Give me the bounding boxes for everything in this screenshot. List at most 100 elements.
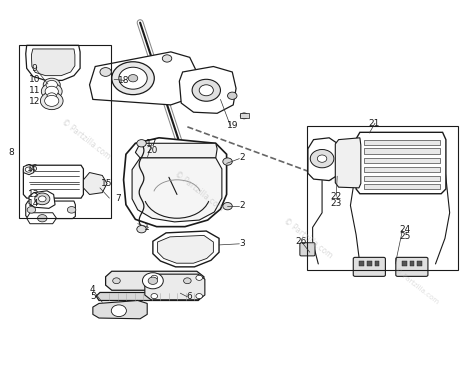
Text: 23: 23 bbox=[330, 199, 342, 208]
Circle shape bbox=[35, 193, 50, 205]
Circle shape bbox=[137, 139, 146, 147]
Polygon shape bbox=[23, 165, 83, 198]
Circle shape bbox=[44, 91, 59, 102]
Circle shape bbox=[128, 75, 138, 82]
Polygon shape bbox=[26, 201, 75, 219]
Bar bbox=[367, 261, 372, 266]
Polygon shape bbox=[27, 213, 56, 224]
Circle shape bbox=[45, 86, 58, 97]
Text: 22: 22 bbox=[331, 192, 342, 201]
Text: 21: 21 bbox=[368, 119, 380, 128]
Bar bbox=[374, 261, 379, 266]
Circle shape bbox=[192, 79, 220, 101]
Polygon shape bbox=[157, 235, 213, 263]
Text: 25: 25 bbox=[399, 232, 410, 241]
Text: 16: 16 bbox=[27, 164, 38, 173]
Text: 10: 10 bbox=[29, 75, 40, 84]
Bar bbox=[364, 148, 440, 153]
Polygon shape bbox=[31, 49, 75, 76]
FancyBboxPatch shape bbox=[300, 243, 315, 256]
Text: 8: 8 bbox=[8, 148, 14, 157]
Text: 4: 4 bbox=[90, 285, 96, 294]
Polygon shape bbox=[308, 138, 337, 181]
Circle shape bbox=[40, 92, 63, 110]
Circle shape bbox=[38, 196, 46, 202]
Polygon shape bbox=[153, 231, 219, 267]
Circle shape bbox=[67, 207, 76, 213]
Polygon shape bbox=[335, 138, 361, 188]
Bar bbox=[364, 139, 440, 145]
Bar bbox=[417, 261, 422, 266]
Circle shape bbox=[143, 273, 163, 289]
Circle shape bbox=[183, 278, 191, 284]
Bar bbox=[240, 113, 249, 119]
Text: 18: 18 bbox=[118, 76, 129, 85]
Text: 15: 15 bbox=[101, 179, 113, 188]
Circle shape bbox=[228, 92, 237, 99]
Text: 11: 11 bbox=[29, 86, 40, 95]
Circle shape bbox=[310, 149, 334, 168]
FancyBboxPatch shape bbox=[353, 257, 385, 276]
Bar bbox=[364, 167, 440, 172]
Circle shape bbox=[113, 278, 120, 284]
Circle shape bbox=[151, 294, 157, 299]
Circle shape bbox=[148, 277, 157, 284]
Text: 7: 7 bbox=[115, 194, 121, 203]
Circle shape bbox=[46, 80, 57, 89]
FancyBboxPatch shape bbox=[396, 257, 428, 276]
Circle shape bbox=[196, 294, 202, 299]
Circle shape bbox=[43, 78, 60, 91]
Polygon shape bbox=[179, 66, 236, 113]
Polygon shape bbox=[26, 45, 80, 80]
Text: 26: 26 bbox=[295, 237, 307, 247]
Bar bbox=[359, 261, 364, 266]
Circle shape bbox=[162, 55, 172, 62]
Polygon shape bbox=[132, 158, 222, 222]
Text: 1: 1 bbox=[144, 223, 150, 232]
Circle shape bbox=[41, 83, 62, 99]
Text: 2: 2 bbox=[239, 201, 245, 210]
Text: © Partzilla.com: © Partzilla.com bbox=[282, 217, 334, 260]
Polygon shape bbox=[136, 143, 217, 158]
Text: © Partzilla.com: © Partzilla.com bbox=[173, 169, 225, 212]
Text: 17: 17 bbox=[146, 139, 158, 148]
Polygon shape bbox=[124, 138, 227, 227]
Circle shape bbox=[137, 226, 146, 233]
Polygon shape bbox=[106, 271, 204, 290]
Circle shape bbox=[27, 207, 36, 213]
Bar bbox=[402, 261, 407, 266]
Polygon shape bbox=[90, 52, 197, 105]
Circle shape bbox=[37, 215, 47, 222]
Polygon shape bbox=[145, 274, 205, 300]
Text: 9: 9 bbox=[32, 64, 37, 73]
Text: 12: 12 bbox=[29, 97, 40, 106]
Text: 19: 19 bbox=[227, 120, 238, 130]
Polygon shape bbox=[83, 172, 107, 195]
Bar bbox=[364, 184, 440, 189]
Circle shape bbox=[25, 167, 32, 172]
Text: 6: 6 bbox=[187, 292, 192, 301]
Circle shape bbox=[151, 275, 157, 280]
Text: © Partzilla.com: © Partzilla.com bbox=[393, 267, 440, 305]
Circle shape bbox=[223, 203, 232, 210]
Text: 24: 24 bbox=[399, 225, 410, 234]
Text: 14: 14 bbox=[28, 199, 39, 208]
Polygon shape bbox=[96, 292, 203, 301]
Circle shape bbox=[240, 113, 248, 119]
Polygon shape bbox=[29, 191, 55, 208]
Bar bbox=[18, 44, 111, 218]
Circle shape bbox=[112, 62, 155, 95]
Text: 5: 5 bbox=[90, 292, 96, 301]
Text: 2: 2 bbox=[239, 153, 245, 163]
Circle shape bbox=[45, 95, 59, 106]
Circle shape bbox=[199, 85, 213, 96]
Bar bbox=[410, 261, 414, 266]
Circle shape bbox=[100, 68, 111, 76]
Bar bbox=[364, 158, 440, 163]
Circle shape bbox=[318, 155, 327, 162]
Polygon shape bbox=[93, 301, 147, 319]
Bar bbox=[307, 126, 458, 270]
Text: © Partzilla.com: © Partzilla.com bbox=[60, 118, 112, 161]
Text: 20: 20 bbox=[146, 146, 158, 155]
Circle shape bbox=[47, 93, 56, 100]
